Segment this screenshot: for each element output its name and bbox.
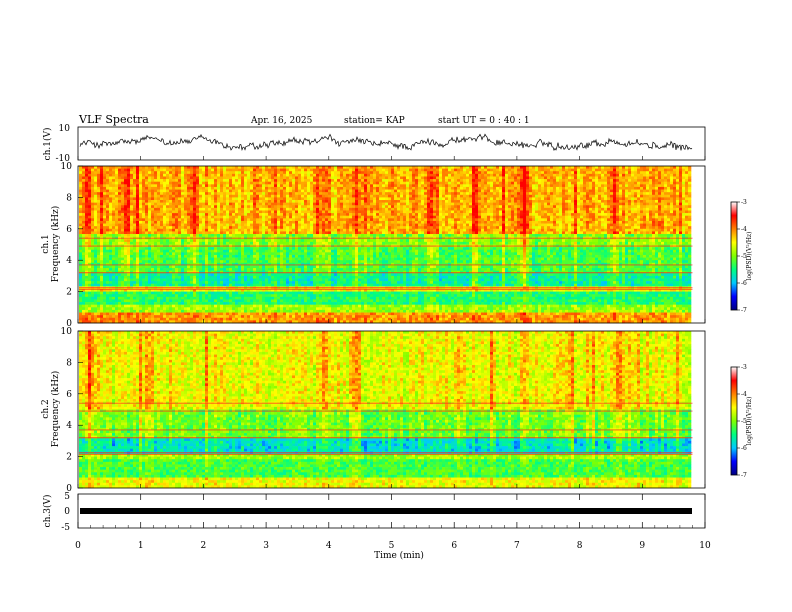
time-axis-tick-label: 8 <box>577 541 583 551</box>
time-axis-tick-labels: 0 1 2 3 4 5 6 7 8 9 10 <box>75 541 711 551</box>
ch1-waveform-ylabel: ch.1(V) <box>42 128 53 161</box>
time-axis-tick-label: 10 <box>699 541 711 551</box>
ch2-ytick-label: 10 <box>61 327 73 337</box>
ch3-ytick-top: 5 <box>64 492 70 502</box>
ch3-ytick-mid: 0 <box>64 507 70 517</box>
ch1-ytick-label: 6 <box>66 225 72 235</box>
ch1-ytick-label: 8 <box>66 193 72 203</box>
time-axis-tick-label: 6 <box>451 541 457 551</box>
ch1-ytick-label: 2 <box>66 288 72 298</box>
time-axis-tick-label: 1 <box>138 541 144 551</box>
ch2-spectrogram-ylabel-frequency: Frequency (kHz) <box>50 371 61 448</box>
time-axis-tick-label: 9 <box>639 541 645 551</box>
ch1-spectrogram-ylabel-frequency: Frequency (kHz) <box>50 206 61 283</box>
ch2-ytick-label: 8 <box>66 358 72 368</box>
ch3-ytick-bottom: -5 <box>61 523 70 533</box>
time-axis-label: Time (min) <box>374 550 424 561</box>
time-axis-tick-label: 7 <box>514 541 520 551</box>
ch1-colorbar-label: log(PSD)(V²/Hz) <box>746 232 753 281</box>
ch2-colorbar-label: log(PSD)(V²/Hz) <box>746 397 753 446</box>
ch2-colorbar-tick-label: -7 <box>741 472 747 479</box>
ch1-spectrogram-ylabel-channel: ch.1 <box>41 234 51 253</box>
time-axis-tick-label: 0 <box>75 541 81 551</box>
ch2-colorbar-gradient <box>731 367 737 475</box>
ch3-waveform-panel: 5 0 -5 ch.3(V) <box>42 492 705 533</box>
ch1-spectrogram-image <box>79 166 692 323</box>
time-axis-tick-label: 5 <box>389 541 395 551</box>
ch1-ytick-top: 10 <box>59 124 71 134</box>
time-axis-tick-label: 3 <box>263 541 269 551</box>
ch2-colorbar-tick-label: -3 <box>741 364 747 371</box>
header-station: station= KAP <box>344 116 405 126</box>
ch1-colorbar: -3-4-5-6-7 log(PSD)(V²/Hz) <box>731 199 753 314</box>
header-date: Apr. 16, 2025 <box>250 116 313 126</box>
ch1-ytick-label: 10 <box>61 162 73 172</box>
ch3-waveform-trace <box>80 508 692 514</box>
ch1-colorbar-tick-label: -3 <box>741 199 747 206</box>
ch1-colorbar-gradient <box>731 202 737 310</box>
time-axis-tick-label: 2 <box>201 541 207 551</box>
time-axis-tick-label: 4 <box>326 541 332 551</box>
ch2-ytick-label: 2 <box>66 453 72 463</box>
ch1-colorbar-tick-label: -7 <box>741 307 747 314</box>
vlf-spectra-figure: VLF Spectra Apr. 16, 2025 station= KAP s… <box>0 0 792 612</box>
ch3-waveform-ylabel: ch.3(V) <box>42 495 53 528</box>
ch2-colorbar: -3-4-5-6-7 log(PSD)(V²/Hz) <box>731 364 753 479</box>
ch2-spectrogram-image <box>79 331 692 488</box>
ch1-waveform-line <box>80 134 692 150</box>
ch2-spectrogram-ylabel-channel: ch.2 <box>41 399 51 418</box>
ch1-waveform-panel: 10 -10 ch.1(V) <box>42 124 705 164</box>
ch2-ytick-label: 6 <box>66 390 72 400</box>
figure-title: VLF Spectra <box>78 113 149 126</box>
header-start-time: start UT = 0 : 40 : 1 <box>438 116 530 126</box>
ch1-ytick-label: 4 <box>66 256 72 266</box>
ch2-ytick-label: 4 <box>66 421 72 431</box>
